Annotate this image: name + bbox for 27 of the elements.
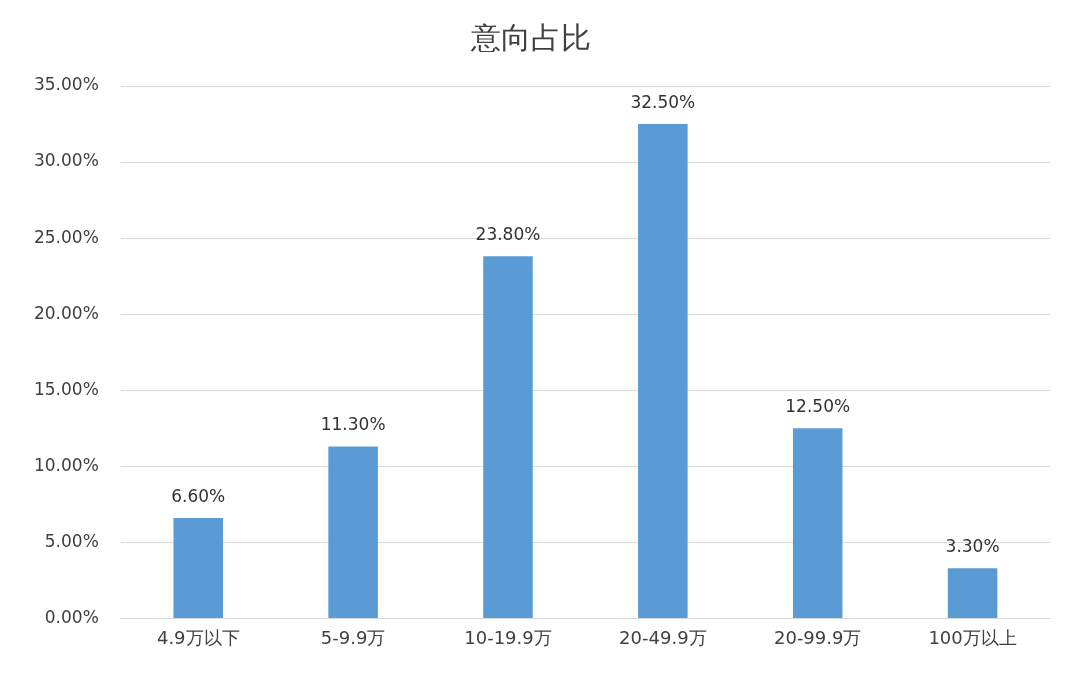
x-tick-label: 4.9万以下 [156, 626, 240, 648]
y-tick-label: 10.00% [33, 454, 99, 475]
data-label: 6.60% [171, 485, 226, 506]
y-tick-label: 30.00% [33, 150, 99, 171]
data-label: 23.80% [475, 224, 541, 245]
x-tick-label: 10-19.9万 [464, 626, 552, 648]
data-label: 12.50% [785, 396, 851, 417]
x-tick-label: 20-49.9万 [619, 626, 707, 648]
bar [947, 568, 998, 618]
x-tick-label: 20-99.9万 [773, 626, 862, 648]
y-tick-label: 0.00% [44, 606, 99, 627]
x-tick-label: 100万以上 [928, 626, 1017, 648]
y-tick-label: 20.00% [33, 302, 99, 323]
bar [328, 446, 378, 618]
data-label: 3.30% [945, 536, 1000, 557]
x-tick-label: 5-9.9万 [320, 626, 386, 648]
bar [638, 124, 688, 618]
bar [792, 428, 843, 618]
y-tick-label: 5.00% [44, 530, 99, 551]
data-label: 32.50% [630, 91, 696, 112]
y-tick-label: 15.00% [33, 378, 99, 399]
y-tick-label: 25.00% [33, 226, 99, 247]
data-label: 11.30% [320, 414, 386, 435]
bar [483, 256, 533, 618]
bar [173, 518, 224, 618]
y-tick-label: 35.00% [33, 74, 99, 95]
chart-title: 意向占比 [470, 19, 591, 55]
